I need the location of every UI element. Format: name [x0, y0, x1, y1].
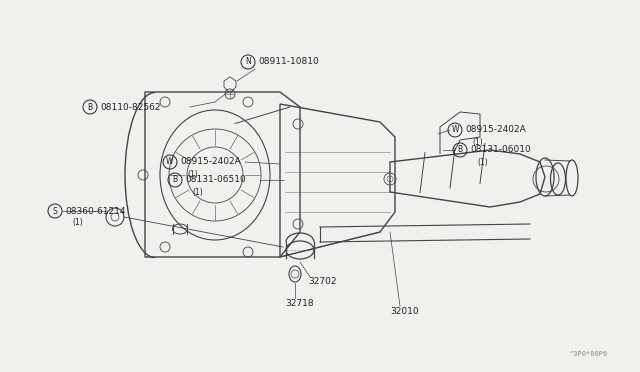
Text: S: S — [52, 206, 58, 215]
Text: 08911-10810: 08911-10810 — [258, 58, 319, 67]
Text: 32718: 32718 — [285, 299, 314, 308]
Text: ^3P0*00P6: ^3P0*00P6 — [570, 351, 608, 357]
Text: 32702: 32702 — [308, 278, 337, 286]
Text: (1): (1) — [187, 170, 198, 179]
Text: 08360-61214: 08360-61214 — [65, 206, 125, 215]
Text: 32010: 32010 — [390, 308, 419, 317]
Text: 08131-06510: 08131-06510 — [185, 176, 246, 185]
Text: (1): (1) — [472, 138, 483, 147]
Text: 08915-2402A: 08915-2402A — [180, 157, 241, 167]
Text: (1): (1) — [477, 157, 488, 167]
Text: 08915-2402A: 08915-2402A — [465, 125, 525, 135]
Text: B: B — [88, 103, 93, 112]
Text: B: B — [458, 145, 463, 154]
Text: 08131-06010: 08131-06010 — [470, 145, 531, 154]
Text: (1): (1) — [192, 187, 203, 196]
Text: W: W — [166, 157, 173, 167]
Text: W: W — [451, 125, 459, 135]
Text: (1): (1) — [72, 218, 83, 228]
Text: N: N — [245, 58, 251, 67]
Text: 08110-82562: 08110-82562 — [100, 103, 161, 112]
Text: B: B — [172, 176, 177, 185]
